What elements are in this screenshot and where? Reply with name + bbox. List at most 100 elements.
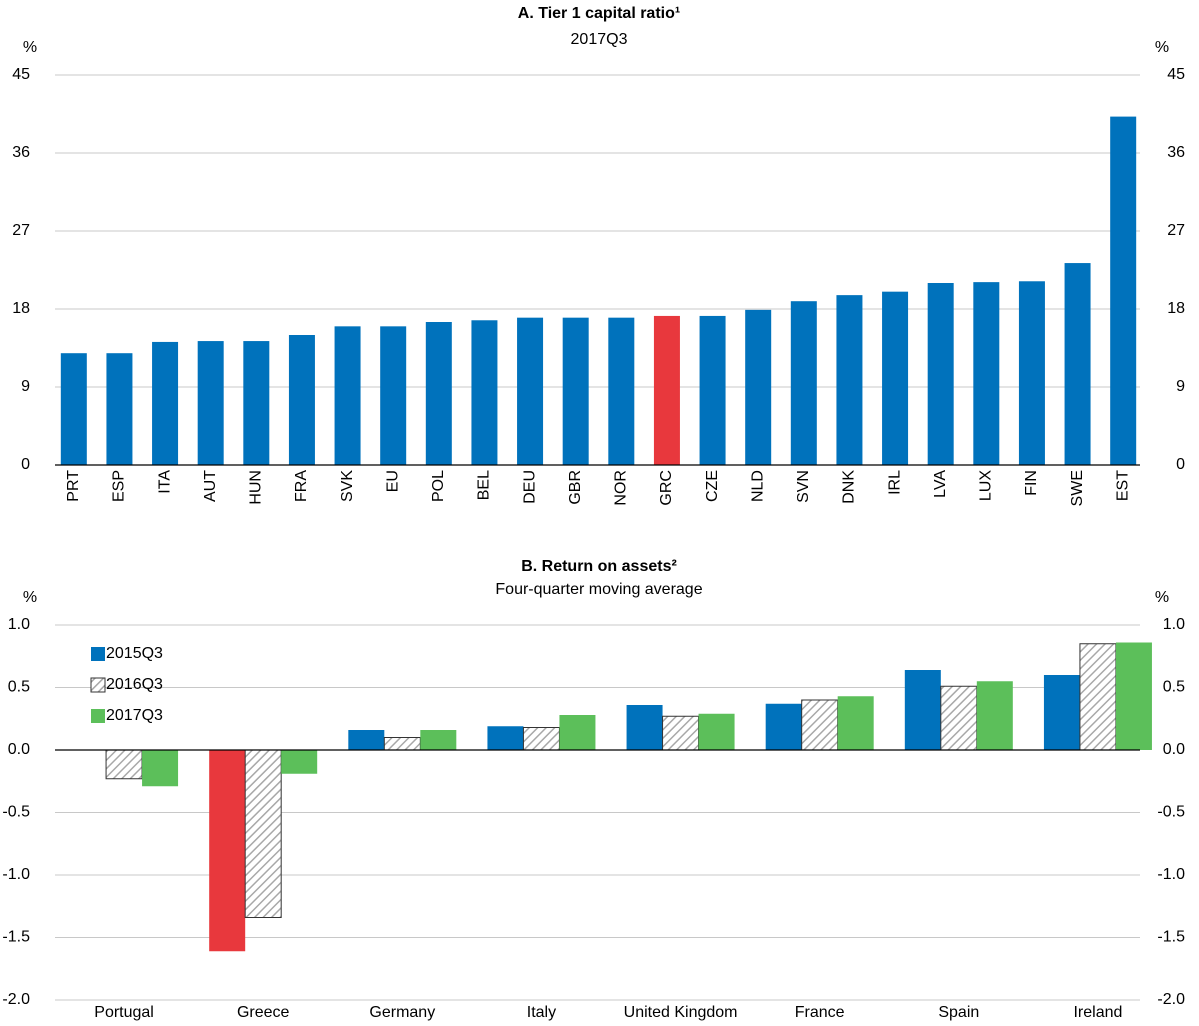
bar <box>699 315 726 465</box>
bar <box>1018 281 1045 465</box>
bar <box>288 335 315 465</box>
bar <box>927 283 954 465</box>
x-tick-label: NOR <box>613 470 630 506</box>
x-tick-label: FRA <box>293 470 310 502</box>
bar <box>976 681 1013 750</box>
chart-subtitle: Four-quarter moving average <box>495 581 702 598</box>
legend-label: 2017Q3 <box>106 707 163 724</box>
bar <box>698 713 735 750</box>
y2-tick-label: 9 <box>1176 378 1185 395</box>
x-tick-label: GBR <box>567 470 584 505</box>
legend-label: 2016Q3 <box>106 676 163 693</box>
y-tick-label: 1.0 <box>8 616 30 633</box>
bar <box>973 282 1000 465</box>
y-tick-label: -0.5 <box>2 804 30 821</box>
legend-swatch <box>90 677 106 693</box>
bar <box>142 750 179 787</box>
bar <box>745 309 772 465</box>
bar <box>1079 643 1117 751</box>
x-tick-label: BEL <box>476 470 493 500</box>
x-tick-label: CZE <box>704 470 721 502</box>
bar <box>420 730 457 750</box>
bar <box>380 326 407 465</box>
x-tick-label: SWE <box>1069 470 1086 506</box>
x-tick-label: Greece <box>237 1004 290 1021</box>
bar <box>209 750 246 952</box>
bar <box>653 315 680 465</box>
legend-swatch <box>91 709 105 723</box>
bar <box>608 317 635 465</box>
x-tick-label: Spain <box>938 1004 979 1021</box>
bar <box>626 705 663 750</box>
x-tick-label: EST <box>1114 470 1131 501</box>
bar <box>197 341 224 465</box>
bar <box>562 317 589 465</box>
x-tick-label: AUT <box>202 470 219 502</box>
bar <box>152 341 179 465</box>
bar <box>882 291 909 465</box>
x-tick-label: ESP <box>111 470 128 502</box>
bar <box>471 320 498 465</box>
bar <box>1043 675 1080 750</box>
x-tick-label: Ireland <box>1073 1004 1122 1021</box>
bar <box>1064 263 1091 465</box>
legend-swatch <box>91 647 105 661</box>
x-tick-label: SVK <box>339 470 356 502</box>
bar <box>244 749 282 918</box>
y-tick-label: 27 <box>12 222 30 239</box>
y-unit: % <box>23 589 37 606</box>
bar <box>801 699 839 751</box>
bar <box>522 727 560 751</box>
y2-tick-label: -1.0 <box>1157 866 1185 883</box>
bar <box>348 730 385 750</box>
bar <box>790 301 817 465</box>
chart-subtitle: 2017Q3 <box>571 31 628 48</box>
bar <box>836 295 863 465</box>
legend-label: 2015Q3 <box>106 645 163 662</box>
x-tick-label: GRC <box>658 470 675 506</box>
y2-unit: % <box>1155 589 1169 606</box>
y-tick-label: 0 <box>21 456 30 473</box>
bar <box>765 703 802 750</box>
x-tick-label: EU <box>384 470 401 492</box>
x-tick-label: NLD <box>749 470 766 502</box>
y2-unit: % <box>1155 39 1169 56</box>
bar <box>904 670 941 750</box>
x-tick-label: ITA <box>156 470 173 494</box>
bars <box>60 116 1137 465</box>
bar <box>517 317 544 465</box>
bar <box>60 353 87 465</box>
x-tick-label: Germany <box>369 1004 435 1021</box>
chart-title: A. Tier 1 capital ratio¹ <box>518 5 680 22</box>
y2-tick-label: -2.0 <box>1157 991 1185 1008</box>
bar <box>1110 116 1137 465</box>
x-tick-label: SVN <box>795 470 812 503</box>
bar <box>334 326 361 465</box>
x-tick-label: France <box>795 1004 845 1021</box>
bar <box>487 726 524 750</box>
x-tick-label: HUN <box>248 470 265 505</box>
x-tick-label: POL <box>430 470 447 502</box>
bar <box>940 685 978 751</box>
y-tick-label: 45 <box>12 66 30 83</box>
y2-tick-label: 18 <box>1167 300 1185 317</box>
bar <box>559 715 596 750</box>
x-tick-label: United Kingdom <box>624 1004 738 1021</box>
bar <box>662 715 700 751</box>
bar <box>106 353 133 465</box>
y-unit: % <box>23 39 37 56</box>
y2-tick-label: 27 <box>1167 222 1185 239</box>
bar <box>281 750 318 774</box>
y-tick-label: -1.5 <box>2 929 30 946</box>
bar <box>837 696 874 750</box>
x-tick-label: DEU <box>521 470 538 504</box>
y2-tick-label: -1.5 <box>1157 929 1185 946</box>
bars <box>70 642 1152 952</box>
x-tick-label: Portugal <box>94 1004 154 1021</box>
y-tick-label: -2.0 <box>2 991 30 1008</box>
x-tick-label: Italy <box>527 1004 556 1021</box>
bar <box>105 749 143 780</box>
chart-title: B. Return on assets² <box>521 558 677 575</box>
x-tick-label: PRT <box>65 470 82 502</box>
